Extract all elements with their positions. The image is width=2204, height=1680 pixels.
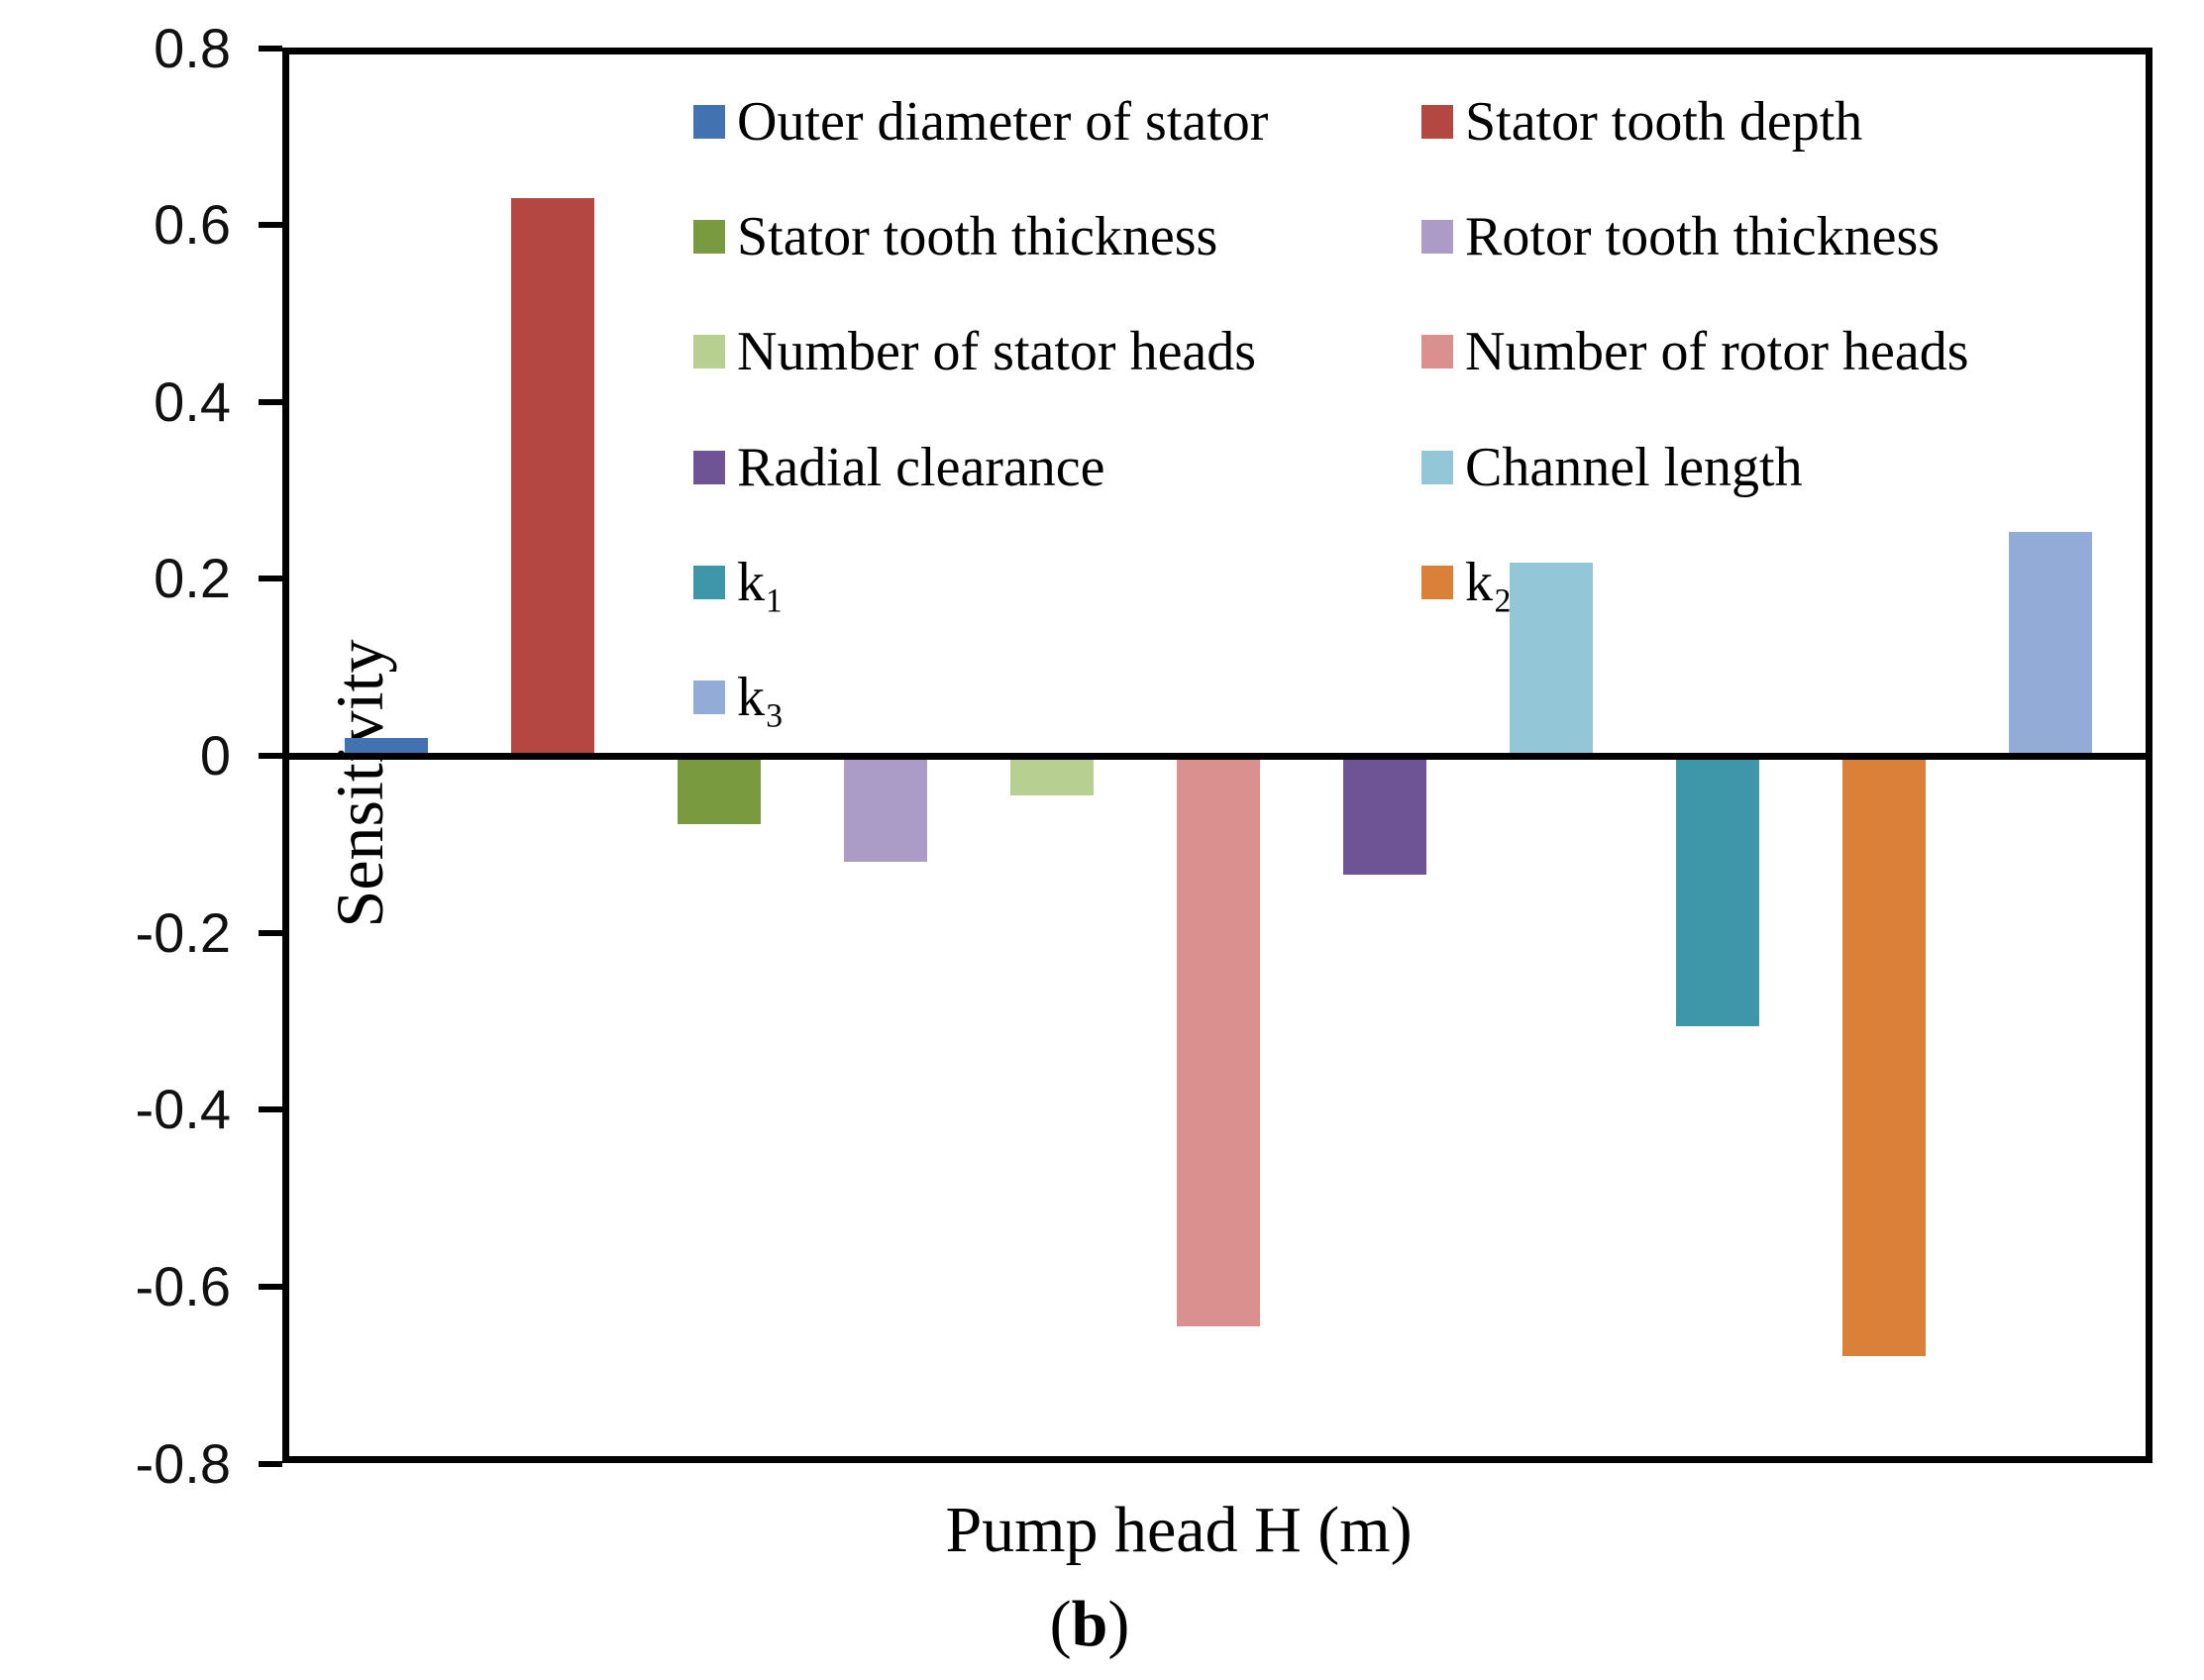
bar-stator-tooth-depth (511, 198, 594, 756)
legend-swatch-number-of-rotor-heads (1421, 335, 1453, 369)
bar-number-of-rotor-heads (1177, 756, 1260, 1326)
legend-label-radial-clearance: Radial clearance (737, 436, 1105, 498)
plot-frame-bottom (282, 1456, 2152, 1463)
y-tick-label-0.6: 0.6 (154, 193, 231, 257)
legend-entry-outer-diameter-of-stator: Outer diameter of stator (693, 88, 1268, 156)
y-tick-label--0.8: -0.8 (135, 1431, 232, 1495)
legend-entry-k2: k₂ (1421, 549, 1513, 616)
legend-label-stator-tooth-thickness: Stator tooth thickness (737, 206, 1218, 268)
plot-area: Sensitivity 0.8 0.6 0.4 0.2 0 -0.2 -0.4 -0.6 -0.… (136, 17, 2152, 1495)
legend-swatch-k2 (1421, 565, 1453, 599)
legend-entry-channel-length: Channel length (1421, 434, 1803, 501)
bar-stator-tooth-thickness (678, 756, 761, 824)
bar-k2 (1842, 756, 1926, 1356)
y-tick-mark-0.6 (259, 222, 282, 229)
y-tick-mark--0.6 (259, 1283, 282, 1290)
zero-baseline (282, 753, 2152, 760)
bar-k3 (2009, 532, 2092, 756)
bar-number-of-stator-heads (1010, 756, 1094, 795)
y-tick-label-0: 0 (199, 724, 231, 787)
legend-swatch-k3 (693, 681, 725, 714)
y-tick-mark-0.4 (259, 398, 282, 405)
legend-entry-number-of-rotor-heads: Number of rotor heads (1421, 318, 1969, 385)
legend-swatch-stator-tooth-thickness (693, 220, 725, 255)
legend-label-k3: k₃ (737, 667, 785, 728)
y-tick-label-0.8: 0.8 (154, 16, 231, 79)
legend-entry-radial-clearance: Radial clearance (693, 434, 1105, 501)
legend-swatch-rotor-tooth-thickness (1421, 220, 1453, 255)
legend-label-outer-diameter-of-stator: Outer diameter of stator (737, 91, 1269, 153)
legend-label-k1: k₁ (737, 551, 785, 613)
legend-entry-number-of-stator-heads: Number of stator heads (693, 318, 1256, 385)
y-tick-mark--0.4 (259, 1106, 282, 1113)
bar-radial-clearance (1343, 756, 1426, 875)
legend-label-number-of-rotor-heads: Number of rotor heads (1465, 321, 1969, 383)
y-tick-label-0.4: 0.4 (154, 369, 231, 433)
legend-label-channel-length: Channel length (1465, 436, 1803, 498)
legend-label-stator-tooth-depth: Stator tooth depth (1465, 91, 1863, 153)
y-axis-title: Sensitivity (322, 639, 397, 928)
y-tick-mark-0 (259, 753, 282, 759)
bar-rotor-tooth-thickness (844, 756, 927, 862)
caption-open-paren: ( (1049, 1588, 1072, 1660)
caption-letter: b (1071, 1588, 1108, 1660)
bar-channel-length (1510, 563, 1593, 756)
legend-swatch-outer-diameter-of-stator (693, 105, 725, 139)
y-tick-mark-0.8 (259, 45, 282, 52)
plot-frame-top (282, 48, 2152, 54)
legend-label-k2: k₂ (1465, 551, 1513, 613)
legend-swatch-k1 (693, 565, 725, 599)
legend-swatch-stator-tooth-depth (1421, 105, 1453, 139)
y-tick-mark--0.2 (259, 929, 282, 936)
caption-close-paren: ) (1107, 1588, 1130, 1660)
y-tick-label--0.4: -0.4 (135, 1078, 232, 1141)
legend-entry-k1: k₁ (693, 549, 785, 616)
x-axis-title: Pump head H (m) (945, 1494, 1413, 1566)
legend-entry-stator-tooth-thickness: Stator tooth thickness (693, 203, 1217, 270)
subfigure-caption: (b) (892, 1580, 1288, 1669)
y-tick-mark-0.2 (259, 576, 282, 582)
bar-k1 (1676, 756, 1759, 1026)
legend-label-number-of-stator-heads: Number of stator heads (737, 321, 1257, 383)
y-tick-mark--0.8 (259, 1460, 282, 1467)
legend-swatch-number-of-stator-heads (693, 335, 725, 369)
legend-entry-k3: k₃ (693, 664, 785, 731)
legend-swatch-radial-clearance (693, 450, 725, 484)
legend-label-rotor-tooth-thickness: Rotor tooth thickness (1465, 206, 1941, 268)
legend-entry-stator-tooth-depth: Stator tooth depth (1421, 88, 1862, 156)
legend-swatch-channel-length (1421, 450, 1453, 484)
plot-frame-right (2146, 48, 2152, 1463)
y-axis-line (282, 48, 289, 1463)
y-tick-label--0.6: -0.6 (135, 1254, 232, 1317)
y-tick-label-0.2: 0.2 (154, 547, 231, 610)
legend-entry-rotor-tooth-thickness: Rotor tooth thickness (1421, 203, 1940, 270)
y-tick-label--0.2: -0.2 (135, 900, 232, 964)
bar-outer-diameter-of-stator (345, 738, 428, 756)
